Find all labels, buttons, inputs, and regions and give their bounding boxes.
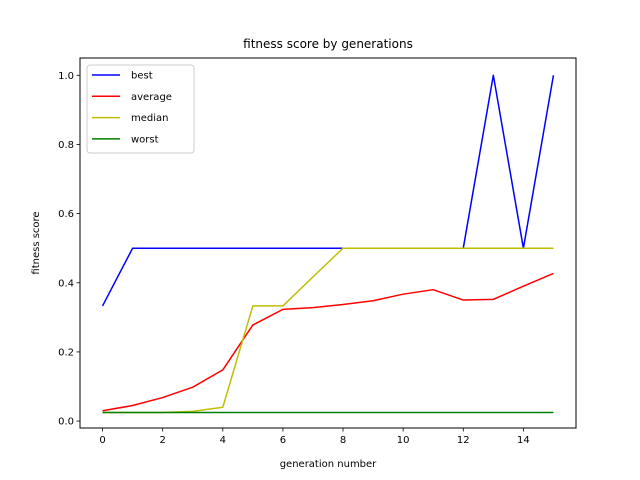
legend-label-best: best bbox=[131, 71, 153, 82]
y-tick-label: 0.2 bbox=[58, 347, 74, 358]
y-tick-label: 0.0 bbox=[58, 417, 74, 428]
x-tick-label: 4 bbox=[220, 435, 226, 446]
y-tick-label: 0.6 bbox=[58, 209, 74, 220]
x-tick-label: 14 bbox=[517, 435, 530, 446]
legend-label-worst: worst bbox=[131, 134, 159, 145]
x-tick-label: 2 bbox=[159, 435, 165, 446]
y-tick-label: 0.4 bbox=[58, 278, 74, 289]
x-axis: 0 2 4 6 8 10 12 14 bbox=[99, 428, 530, 446]
plot-frame bbox=[79, 57, 577, 429]
series-line-best bbox=[101, 74, 555, 307]
y-tick-label: 0.8 bbox=[58, 140, 74, 151]
y-tick-label: 1.0 bbox=[58, 71, 74, 82]
x-axis-label: generation number bbox=[280, 459, 377, 470]
x-tick-label: 10 bbox=[397, 435, 410, 446]
series-line-average bbox=[102, 272, 554, 412]
y-axis-label: fitness score bbox=[31, 211, 42, 274]
legend-frame bbox=[86, 64, 195, 154]
x-tick-label: 6 bbox=[280, 435, 286, 446]
series-layer bbox=[101, 74, 555, 414]
legend-label-median: median bbox=[131, 113, 169, 124]
x-tick-label: 0 bbox=[99, 435, 105, 446]
y-axis: 0.0 0.2 0.4 0.6 0.8 1.0 bbox=[58, 71, 80, 428]
chart-title: fitness score by generations bbox=[243, 37, 413, 51]
legend: best average median worst bbox=[86, 64, 195, 154]
series-line-median bbox=[102, 247, 554, 414]
x-tick-label: 8 bbox=[340, 435, 346, 446]
x-tick-label: 12 bbox=[457, 435, 470, 446]
legend-label-average: average bbox=[131, 92, 172, 103]
